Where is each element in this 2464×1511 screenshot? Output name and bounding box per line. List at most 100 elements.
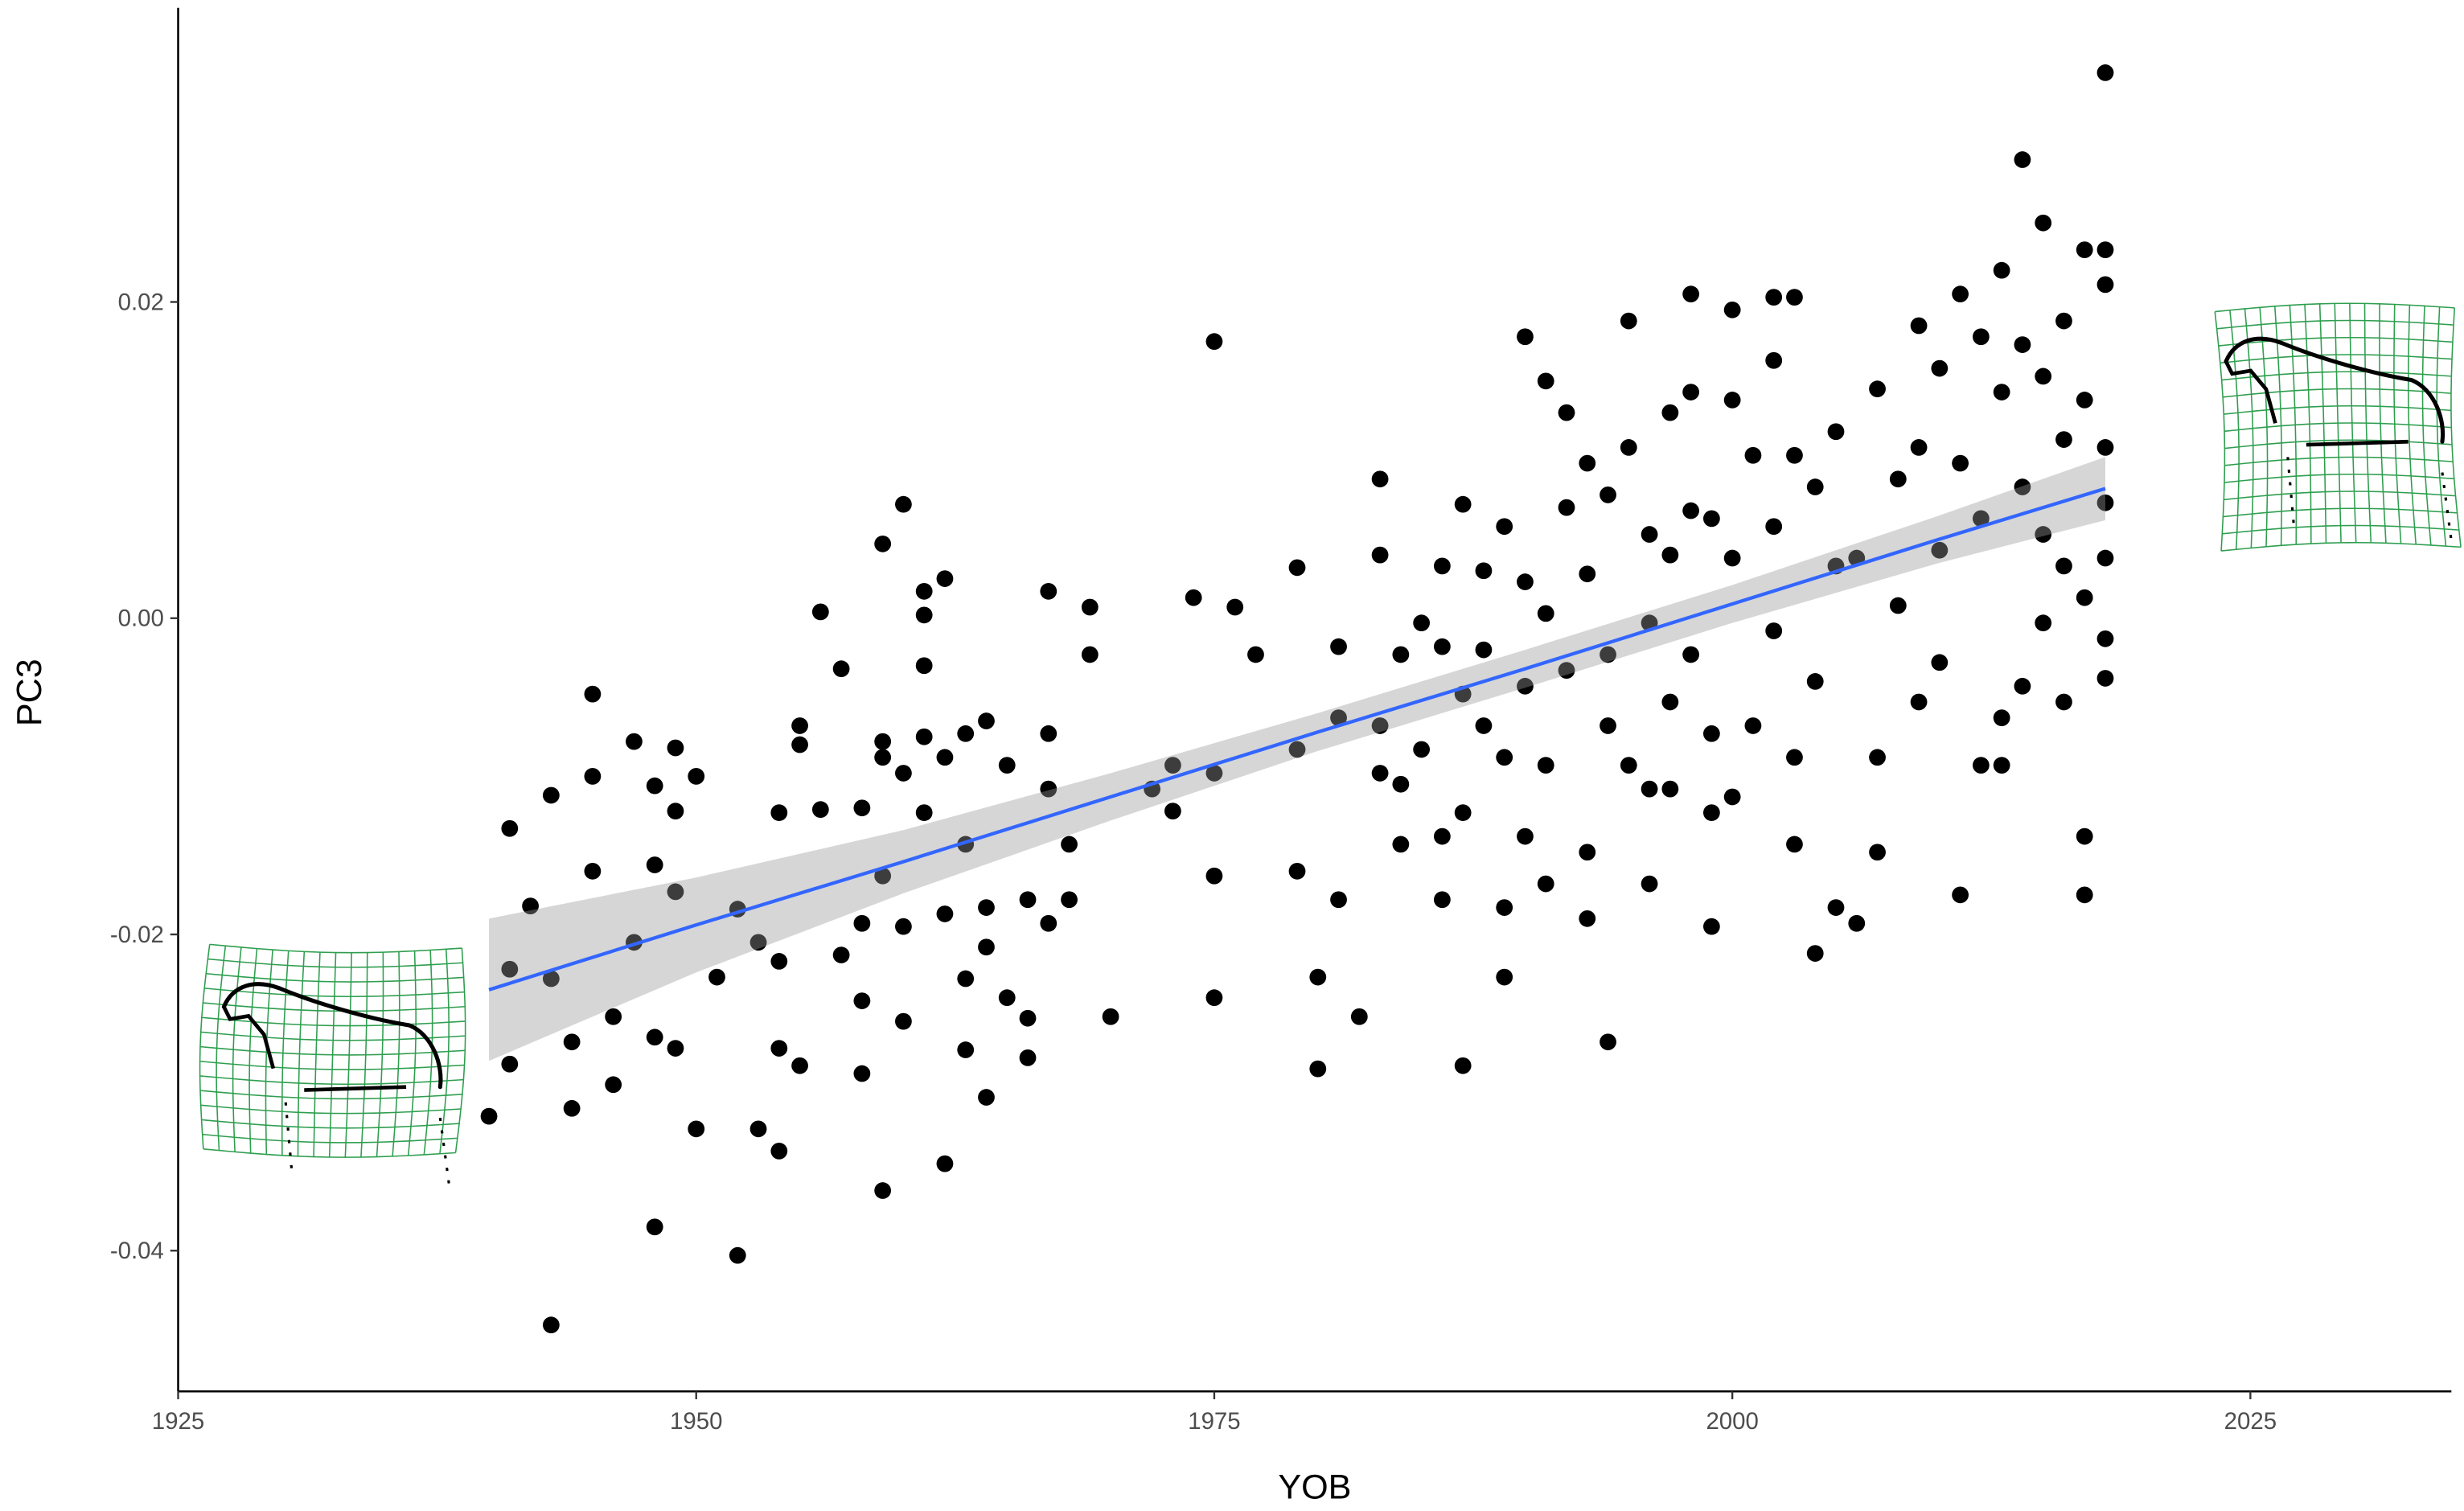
x-axis-title: YOB <box>1278 1468 1351 1506</box>
point <box>957 970 975 987</box>
point <box>1537 757 1554 774</box>
point <box>1786 749 1803 766</box>
grid-line <box>200 1031 466 1041</box>
point <box>1371 546 1389 564</box>
point <box>729 1246 746 1264</box>
point <box>2076 886 2093 904</box>
x-tick-label: 1950 <box>670 1408 722 1435</box>
point <box>832 660 850 678</box>
point <box>915 728 933 745</box>
point <box>1641 875 1658 893</box>
point <box>1454 495 1472 513</box>
grid-line <box>200 1104 462 1115</box>
point <box>2076 241 2093 258</box>
grid-line <box>199 1090 462 1100</box>
point <box>2055 312 2072 330</box>
point <box>1952 886 1969 904</box>
point <box>1558 404 1575 421</box>
point <box>895 495 912 513</box>
grid-line <box>207 958 463 968</box>
point <box>1682 502 1700 519</box>
point <box>1288 741 1306 758</box>
point <box>1910 317 1928 335</box>
point <box>1371 717 1389 734</box>
point <box>584 768 602 785</box>
point <box>915 804 933 821</box>
point <box>1309 968 1327 986</box>
point <box>1661 780 1679 798</box>
grid-line <box>209 943 462 954</box>
point <box>1702 725 1720 742</box>
point <box>2035 214 2052 232</box>
point <box>1517 677 1534 695</box>
point <box>1371 765 1389 782</box>
point <box>770 804 788 821</box>
point <box>936 570 954 587</box>
point <box>1164 757 1181 774</box>
point <box>895 918 912 935</box>
point <box>1952 454 1969 472</box>
point <box>1330 638 1347 655</box>
grid-line <box>201 1016 466 1027</box>
point <box>936 905 954 922</box>
point <box>1702 918 1720 935</box>
point <box>626 733 643 750</box>
grid-line <box>2224 456 2454 466</box>
point <box>1247 646 1264 663</box>
point <box>688 768 705 785</box>
grid-line <box>206 972 464 983</box>
point <box>1434 827 1451 845</box>
point <box>1579 454 1596 472</box>
point <box>1434 891 1451 909</box>
point <box>1972 757 1990 774</box>
point <box>542 970 560 987</box>
point <box>2035 367 2052 385</box>
point <box>605 1008 622 1025</box>
point <box>2096 439 2114 456</box>
point <box>2096 630 2114 647</box>
point <box>1040 780 1057 798</box>
grid-line <box>199 1075 464 1086</box>
point <box>1827 899 1845 916</box>
grid-line <box>2216 319 2454 330</box>
x-tick-label: 1925 <box>152 1408 204 1435</box>
point <box>1392 646 1410 663</box>
point <box>2055 557 2072 575</box>
point <box>1600 717 1616 734</box>
point <box>1081 598 1099 616</box>
point <box>667 803 684 820</box>
point <box>1765 351 1783 369</box>
grid-line <box>201 1119 460 1129</box>
point <box>2096 64 2114 81</box>
point <box>811 603 829 621</box>
point <box>1434 557 1451 575</box>
confidence-band <box>489 457 2105 1061</box>
point <box>1061 891 1078 909</box>
y-axis-title: PC3 <box>10 659 49 726</box>
point <box>1558 499 1575 516</box>
point <box>998 989 1016 1007</box>
point <box>2035 614 2052 632</box>
point <box>1434 638 1451 655</box>
point <box>1496 968 1513 986</box>
point <box>895 765 912 782</box>
point <box>1682 285 1700 303</box>
point <box>770 1040 788 1057</box>
point <box>1765 622 1783 639</box>
point <box>542 1316 560 1334</box>
point <box>501 819 519 837</box>
point <box>2096 494 2114 511</box>
point <box>978 712 995 729</box>
horse-outline <box>222 1005 407 1092</box>
point <box>1723 301 1741 318</box>
point <box>957 1041 975 1058</box>
point <box>1579 844 1596 861</box>
point <box>811 801 829 819</box>
point <box>1661 693 1679 711</box>
point <box>1040 582 1057 600</box>
point <box>501 1055 519 1073</box>
point <box>1869 380 1886 398</box>
point <box>791 1057 808 1074</box>
point <box>1786 446 1803 464</box>
point <box>1330 891 1347 909</box>
